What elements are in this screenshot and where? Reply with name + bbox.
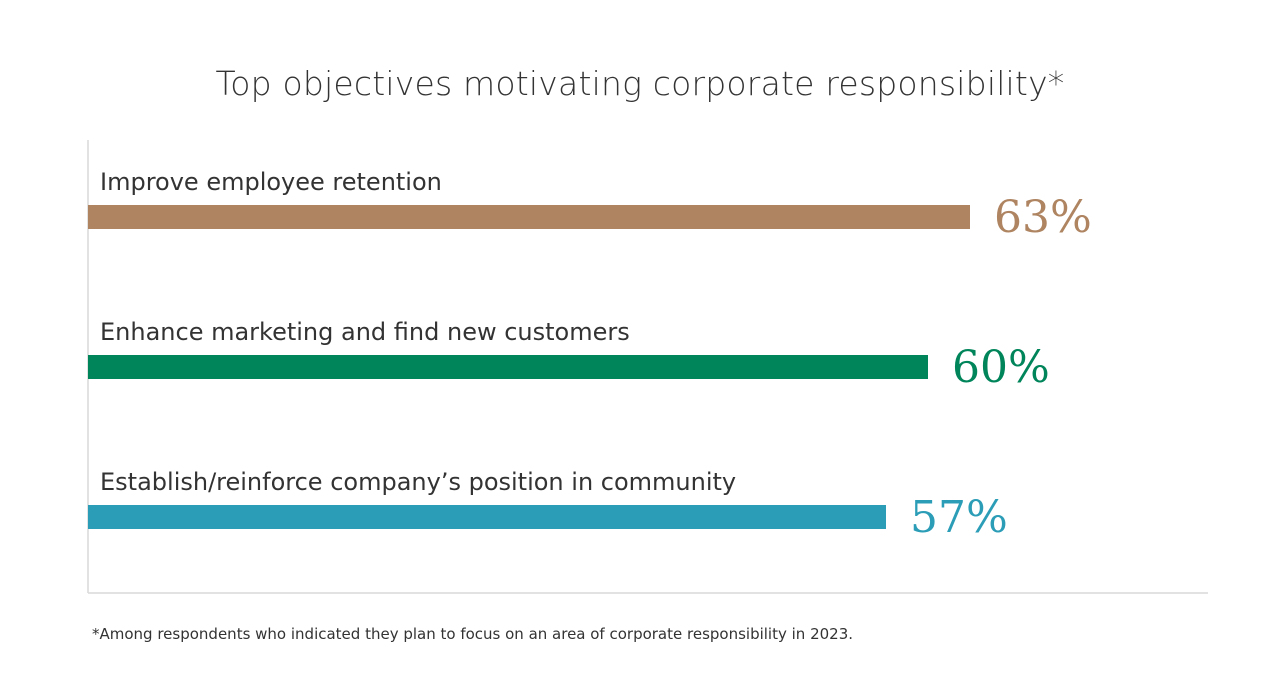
footnote: *Among respondents who indicated they pl… <box>92 625 854 643</box>
category-label-improve-employee-retention: Improve employee retention <box>100 168 442 196</box>
value-label-improve-employee-retention: 63% <box>994 192 1092 243</box>
value-label-establish-reinforce-company-s-position-in-community: 57% <box>910 492 1008 543</box>
bar-enhance-marketing-and-find-new-customers <box>88 355 928 379</box>
bar-improve-employee-retention <box>88 205 970 229</box>
bar-establish-reinforce-company-s-position-in-community <box>88 505 886 529</box>
bars-layer: Improve employee retention 63% Enhance mar… <box>88 168 1092 543</box>
category-label-establish-reinforce-company-s-position-in-community: Establish/reinforce company’s position i… <box>100 468 736 496</box>
value-label-enhance-marketing-and-find-new-customers: 60% <box>952 342 1050 393</box>
category-label-enhance-marketing-and-find-new-customers: Enhance marketing and find new customers <box>100 318 630 346</box>
chart-title: Top objectives motivating corporate resp… <box>215 64 1065 103</box>
